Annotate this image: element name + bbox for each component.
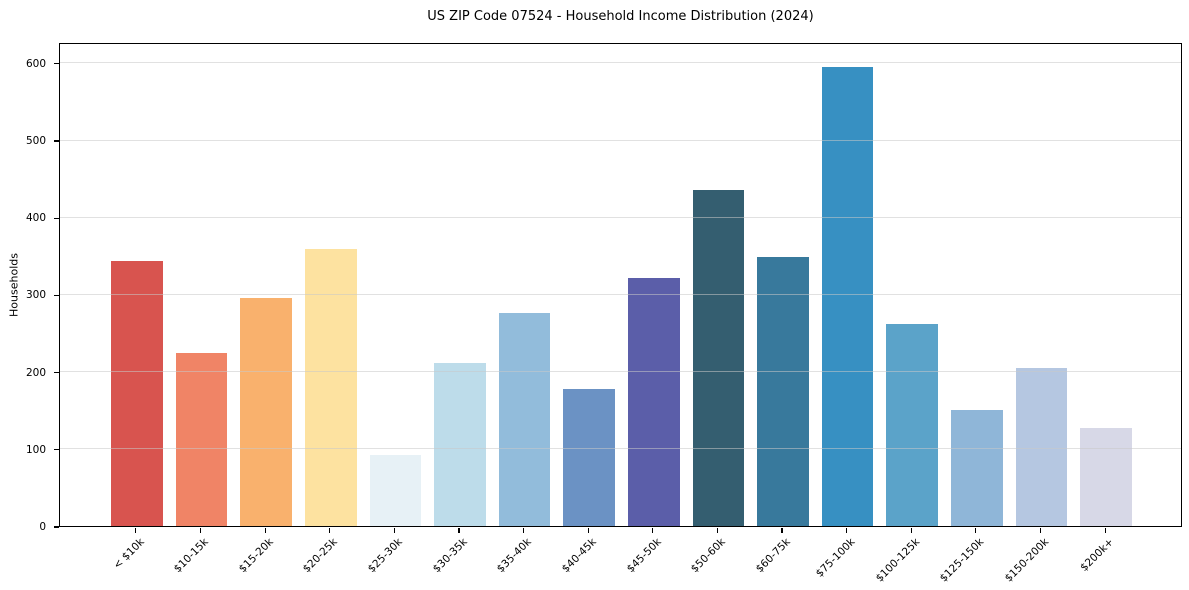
- gridline-200: [60, 371, 1181, 373]
- x-tick-label: $150-200k: [1002, 536, 1051, 585]
- x-tick-label: $50-60k: [688, 536, 728, 576]
- y-tick-mark: [54, 217, 59, 219]
- bar-< $10k: [111, 261, 163, 526]
- y-tick-mark: [54, 63, 59, 65]
- x-tick-label: $35-40k: [494, 536, 535, 576]
- x-tick-mark: [587, 528, 589, 533]
- gridline-300: [60, 293, 1181, 295]
- gridline-600: [60, 62, 1181, 64]
- x-tick-label: < $10k: [110, 536, 147, 572]
- bar-$75-100k: [821, 66, 874, 526]
- x-tick-mark: [846, 528, 848, 533]
- plot-area: [59, 43, 1182, 527]
- x-tick-label: $60-75k: [753, 536, 793, 576]
- bar-$200k+: [1080, 427, 1132, 526]
- x-tick-mark: [1039, 528, 1042, 533]
- x-tick-mark: [264, 528, 266, 533]
- bar-$25-30k: [369, 454, 422, 526]
- y-tick-label: 300: [25, 289, 46, 302]
- gridline-500: [60, 139, 1181, 141]
- x-tick-mark: [1104, 528, 1106, 533]
- bar-$45-50k: [627, 278, 680, 526]
- bar-$40-45k: [563, 388, 616, 526]
- x-tick-mark: [781, 528, 783, 533]
- bar-$100-125k: [886, 323, 939, 526]
- x-tick-mark: [135, 528, 137, 533]
- y-tick-mark: [54, 526, 59, 528]
- x-tick-label: $25-30k: [365, 536, 405, 576]
- x-tick-label: $20-25k: [301, 536, 341, 576]
- x-tick-mark: [199, 528, 202, 533]
- y-tick-label: 100: [25, 443, 46, 456]
- y-tick-mark: [54, 294, 59, 296]
- y-tick-label: 600: [25, 57, 46, 70]
- bar-$60-75k: [757, 257, 809, 526]
- x-tick-mark: [716, 528, 718, 533]
- y-tick-label: 500: [25, 135, 46, 148]
- bar-$20-25k: [304, 248, 357, 526]
- y-tick-mark: [54, 372, 59, 374]
- x-tick-label: $45-50k: [624, 536, 664, 576]
- x-tick-label: $15-20k: [236, 536, 276, 576]
- bar-$10-15k: [175, 353, 228, 526]
- x-tick-label: $30-35k: [430, 536, 470, 576]
- chart-title: US ZIP Code 07524 - Household Income Dis…: [427, 9, 814, 24]
- x-tick-mark: [522, 528, 525, 533]
- bar-$35-40k: [498, 312, 551, 526]
- x-tick-mark: [329, 528, 331, 533]
- x-tick-label: $200k+: [1077, 536, 1116, 574]
- y-tick-label: 200: [25, 366, 46, 379]
- x-tick-mark: [393, 528, 395, 533]
- bar-$30-35k: [434, 363, 486, 526]
- x-tick-mark: [975, 528, 977, 533]
- gridline-400: [60, 216, 1181, 218]
- bar-$50-60k: [692, 190, 745, 526]
- x-tick-label: $100-125k: [873, 536, 922, 585]
- x-tick-mark: [910, 528, 912, 533]
- y-tick-label: 0: [39, 521, 46, 533]
- x-tick-mark: [652, 528, 654, 533]
- bar-$15-20k: [240, 298, 292, 526]
- gridline-100: [60, 448, 1181, 450]
- x-tick-label: $75-100k: [813, 536, 858, 580]
- x-tick-label: $10-15k: [171, 536, 212, 576]
- bar-$150-200k: [1015, 367, 1068, 526]
- y-axis-label: Households: [7, 253, 21, 317]
- x-tick-mark: [458, 528, 460, 533]
- y-tick-label: 400: [25, 212, 46, 225]
- x-tick-label: $40-45k: [559, 536, 599, 576]
- x-tick-label: $125-150k: [937, 536, 987, 585]
- y-tick-mark: [54, 449, 59, 451]
- bar-$125-150k: [951, 410, 1003, 526]
- y-tick-mark: [54, 140, 59, 142]
